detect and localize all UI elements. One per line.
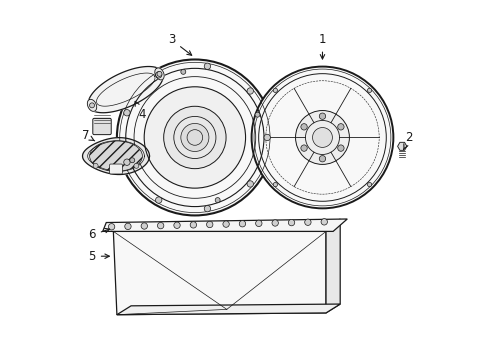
Text: 2: 2 [403, 131, 412, 149]
Circle shape [273, 88, 277, 93]
Circle shape [93, 163, 98, 168]
Text: 5: 5 [88, 250, 109, 263]
Circle shape [181, 123, 208, 152]
Circle shape [157, 71, 162, 76]
Text: 3: 3 [168, 33, 191, 55]
Circle shape [144, 87, 245, 188]
Polygon shape [87, 99, 97, 111]
Polygon shape [102, 219, 346, 231]
Polygon shape [325, 219, 340, 313]
Circle shape [312, 127, 332, 147]
Text: 6: 6 [88, 228, 109, 242]
Circle shape [157, 222, 163, 229]
Circle shape [337, 145, 344, 151]
Polygon shape [82, 138, 149, 175]
FancyBboxPatch shape [109, 164, 122, 174]
Polygon shape [155, 68, 164, 80]
Circle shape [255, 220, 262, 226]
Circle shape [124, 223, 131, 230]
Circle shape [204, 206, 210, 212]
Circle shape [264, 134, 270, 141]
Circle shape [288, 219, 294, 226]
Circle shape [255, 112, 260, 117]
Circle shape [273, 183, 277, 187]
Circle shape [271, 220, 278, 226]
Polygon shape [88, 67, 163, 113]
Circle shape [141, 223, 147, 229]
Circle shape [337, 123, 344, 130]
Polygon shape [117, 304, 340, 315]
Circle shape [246, 88, 253, 94]
Circle shape [89, 103, 94, 108]
Circle shape [295, 111, 349, 165]
Circle shape [239, 221, 245, 227]
Circle shape [223, 221, 229, 227]
Text: 7: 7 [82, 129, 95, 142]
Circle shape [319, 113, 325, 120]
Circle shape [300, 145, 306, 151]
Circle shape [117, 59, 272, 215]
Circle shape [251, 67, 392, 208]
Circle shape [190, 222, 196, 228]
Circle shape [246, 181, 253, 187]
Circle shape [163, 106, 225, 168]
Ellipse shape [89, 141, 142, 171]
Polygon shape [113, 231, 325, 315]
Text: 4: 4 [135, 102, 145, 121]
Circle shape [300, 123, 306, 130]
Circle shape [155, 197, 162, 203]
Circle shape [321, 219, 327, 225]
Circle shape [215, 198, 220, 203]
Circle shape [181, 69, 185, 74]
Circle shape [204, 63, 210, 69]
Circle shape [319, 156, 325, 162]
Circle shape [123, 109, 130, 116]
Circle shape [206, 221, 212, 228]
Circle shape [123, 159, 130, 165]
FancyBboxPatch shape [93, 118, 111, 135]
Circle shape [134, 163, 139, 168]
Circle shape [173, 222, 180, 229]
Circle shape [129, 158, 135, 163]
Circle shape [108, 224, 115, 230]
Circle shape [304, 219, 310, 225]
Text: 1: 1 [318, 33, 325, 59]
Circle shape [366, 88, 371, 93]
Circle shape [366, 183, 371, 187]
Circle shape [155, 72, 162, 78]
Polygon shape [397, 142, 406, 150]
